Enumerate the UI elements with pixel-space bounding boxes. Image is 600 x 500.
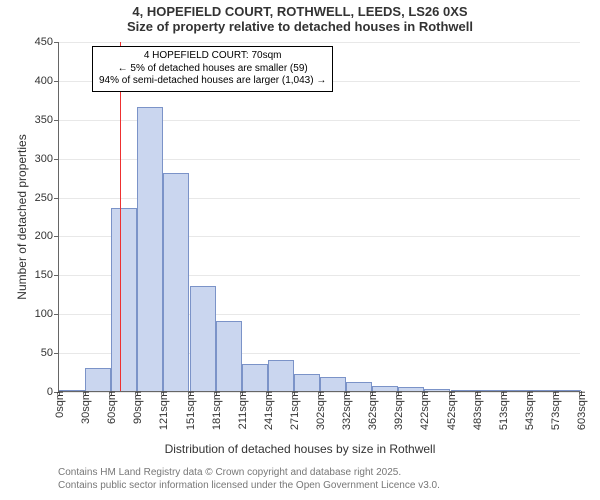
xtick-label: 181sqm (209, 391, 223, 430)
histogram-bar (424, 389, 450, 391)
histogram-bar (85, 368, 111, 391)
xtick-label: 483sqm (470, 391, 484, 430)
title-line2: Size of property relative to detached ho… (0, 19, 600, 34)
xtick-label: 362sqm (365, 391, 379, 430)
xtick-label: 422sqm (417, 391, 431, 430)
xtick-label: 452sqm (444, 391, 458, 430)
xtick-label: 573sqm (548, 391, 562, 430)
histogram-bar (242, 364, 268, 391)
xtick-label: 90sqm (130, 391, 144, 424)
histogram-bar (216, 321, 242, 391)
xtick-label: 241sqm (261, 391, 275, 430)
histogram-bar (320, 377, 346, 391)
histogram-bar (503, 390, 529, 391)
histogram-bar (268, 360, 294, 391)
plot-area: 0501001502002503003504004500sqm30sqm60sq… (58, 42, 580, 392)
ytick-label: 350 (35, 114, 59, 126)
histogram-bar (294, 374, 320, 391)
xtick-label: 60sqm (104, 391, 118, 424)
ytick-label: 150 (35, 269, 59, 281)
y-axis-label: Number of detached properties (15, 117, 29, 317)
xtick-label: 513sqm (496, 391, 510, 430)
title-block: 4, HOPEFIELD COURT, ROTHWELL, LEEDS, LS2… (0, 0, 600, 34)
xtick-label: 30sqm (78, 391, 92, 424)
ytick-label: 450 (35, 36, 59, 48)
footnote: Contains HM Land Registry data © Crown c… (58, 466, 440, 492)
ytick-label: 200 (35, 230, 59, 242)
xtick-label: 121sqm (156, 391, 170, 430)
reference-line (120, 42, 121, 391)
xtick-label: 0sqm (52, 391, 66, 418)
annotation-line1: 4 HOPEFIELD COURT: 70sqm (99, 50, 326, 63)
histogram-bar (477, 390, 503, 391)
x-axis-label: Distribution of detached houses by size … (0, 442, 600, 456)
annotation-line2: ← 5% of detached houses are smaller (59) (99, 63, 326, 76)
title-line1: 4, HOPEFIELD COURT, ROTHWELL, LEEDS, LS2… (0, 4, 600, 19)
histogram-bar (190, 286, 216, 391)
xtick-label: 543sqm (522, 391, 536, 430)
histogram-bar (555, 390, 581, 391)
xtick-label: 271sqm (287, 391, 301, 430)
xtick-label: 332sqm (339, 391, 353, 430)
ytick-label: 300 (35, 153, 59, 165)
histogram-bar (372, 386, 398, 391)
histogram-bar (137, 107, 163, 391)
annotation-line3: 94% of semi-detached houses are larger (… (99, 75, 326, 88)
footnote-line1: Contains HM Land Registry data © Crown c… (58, 466, 440, 479)
xtick-label: 603sqm (574, 391, 588, 430)
annotation-box: 4 HOPEFIELD COURT: 70sqm← 5% of detached… (92, 46, 333, 92)
histogram-bar (398, 387, 424, 391)
histogram-bar (59, 390, 85, 391)
ytick-label: 100 (35, 308, 59, 320)
chart-container: 4, HOPEFIELD COURT, ROTHWELL, LEEDS, LS2… (0, 0, 600, 500)
histogram-bar (163, 173, 189, 391)
xtick-label: 211sqm (235, 391, 249, 429)
xtick-label: 302sqm (313, 391, 327, 430)
xtick-label: 392sqm (391, 391, 405, 430)
histogram-bar (111, 208, 137, 391)
gridline (59, 42, 580, 43)
ytick-label: 400 (35, 75, 59, 87)
histogram-bar (529, 390, 555, 391)
ytick-label: 50 (41, 347, 59, 359)
histogram-bar (451, 390, 477, 391)
footnote-line2: Contains public sector information licen… (58, 479, 440, 492)
ytick-label: 250 (35, 192, 59, 204)
histogram-bar (346, 382, 372, 391)
xtick-label: 151sqm (183, 391, 197, 430)
